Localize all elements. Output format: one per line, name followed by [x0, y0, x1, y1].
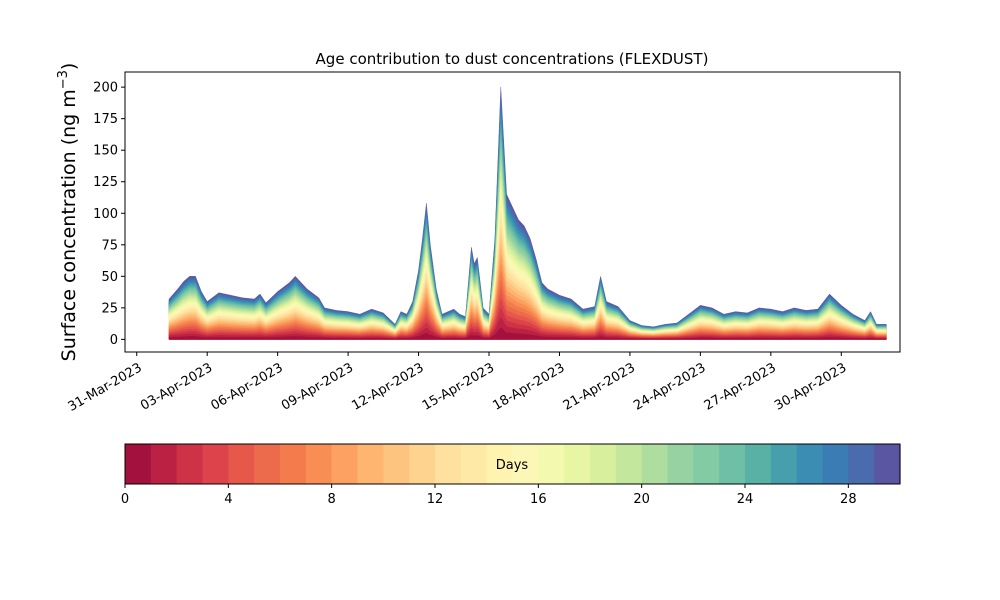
- colorbar-ticks: 0 4 8 12 16 20 24 28: [121, 484, 857, 507]
- y-tick-label: 150: [93, 144, 118, 159]
- colorbar-tick-label: 12: [427, 492, 444, 507]
- colorbar-tick-label: 8: [328, 492, 336, 507]
- colorbar-bin: [693, 444, 720, 484]
- colorbar-bin: [796, 444, 824, 484]
- x-tick-label: 18-Apr-2023: [490, 360, 567, 413]
- colorbar-bins: [125, 444, 901, 484]
- y-axis-label-exponent: −3: [56, 70, 71, 89]
- colorbar-bin: [822, 444, 849, 484]
- y-axis-label: Surface concentration (ng m−3): [56, 63, 80, 362]
- colorbar-bin: [512, 444, 539, 484]
- colorbar-bin: [745, 444, 772, 484]
- colorbar-bin: [331, 444, 359, 484]
- plot-area: [124, 71, 901, 353]
- x-tick-label: 15-Apr-2023: [420, 360, 497, 413]
- y-axis-label-main: Surface concentration (ng m: [58, 89, 80, 361]
- colorbar-bin: [770, 444, 798, 484]
- colorbar-bin: [719, 444, 746, 484]
- x-tick-label: 30-Apr-2023: [772, 360, 849, 413]
- colorbar-bin: [538, 444, 565, 484]
- colorbar-bin: [615, 444, 643, 484]
- colorbar-bin: [280, 444, 307, 484]
- y-axis: 0 25 50 75 100 125 150 175 200: [93, 81, 125, 348]
- colorbar-bin: [150, 444, 178, 484]
- y-tick-label: 125: [93, 175, 118, 190]
- y-tick-label: 50: [101, 270, 118, 285]
- colorbar-bin: [228, 444, 255, 484]
- y-tick-label: 75: [101, 238, 118, 253]
- colorbar-bin: [202, 444, 229, 484]
- colorbar-bin: [357, 444, 384, 484]
- y-tick-label: 25: [101, 301, 118, 316]
- colorbar-bin: [848, 444, 875, 484]
- colorbar-frame: [124, 443, 901, 485]
- colorbar-tick-label: 24: [737, 492, 754, 507]
- colorbar-bin: [125, 444, 152, 484]
- colorbar-bin: [486, 444, 514, 484]
- y-tick-label: 100: [93, 207, 118, 222]
- colorbar-bin: [667, 444, 694, 484]
- colorbar-bin: [590, 444, 617, 484]
- colorbar-bin: [874, 444, 901, 484]
- colorbar-bin: [435, 444, 462, 484]
- y-axis-label-close: ): [58, 63, 80, 70]
- stacked-area-layers: [168, 87, 887, 340]
- x-tick-label: 12-Apr-2023: [349, 360, 426, 413]
- colorbar-tick-label: 0: [121, 492, 129, 507]
- x-axis: 31-Mar-202303-Apr-202306-Apr-202309-Apr-…: [66, 352, 849, 415]
- colorbar-bin: [409, 444, 436, 484]
- y-tick-label: 175: [93, 112, 118, 127]
- colorbar-label: Days: [496, 458, 529, 473]
- colorbar-bin: [176, 444, 204, 484]
- x-tick-label: 31-Mar-2023: [66, 360, 145, 414]
- x-tick-label: 03-Apr-2023: [138, 360, 215, 413]
- x-tick-label: 24-Apr-2023: [631, 360, 708, 413]
- x-tick-label: 21-Apr-2023: [561, 360, 638, 413]
- x-tick-label: 27-Apr-2023: [702, 360, 779, 413]
- colorbar: Days 0 4 8 12 16 20 24 28: [121, 443, 901, 507]
- y-tick-label: 200: [93, 81, 118, 96]
- colorbar-bin: [383, 444, 410, 484]
- colorbar-bin: [254, 444, 281, 484]
- colorbar-tick-label: 4: [224, 492, 232, 507]
- plot-frame: [124, 71, 901, 353]
- chart-title: Age contribution to dust concentrations …: [316, 50, 709, 68]
- colorbar-bin: [460, 444, 488, 484]
- age-layer-0: [168, 327, 887, 340]
- colorbar-tick-label: 16: [530, 492, 547, 507]
- colorbar-bin: [641, 444, 669, 484]
- x-tick-label: 09-Apr-2023: [279, 360, 356, 413]
- colorbar-tick-label: 20: [633, 492, 650, 507]
- colorbar-bin: [305, 444, 333, 484]
- colorbar-bin: [564, 444, 591, 484]
- colorbar-tick-label: 28: [840, 492, 857, 507]
- y-tick-label: 0: [110, 333, 118, 348]
- x-tick-label: 06-Apr-2023: [209, 360, 286, 413]
